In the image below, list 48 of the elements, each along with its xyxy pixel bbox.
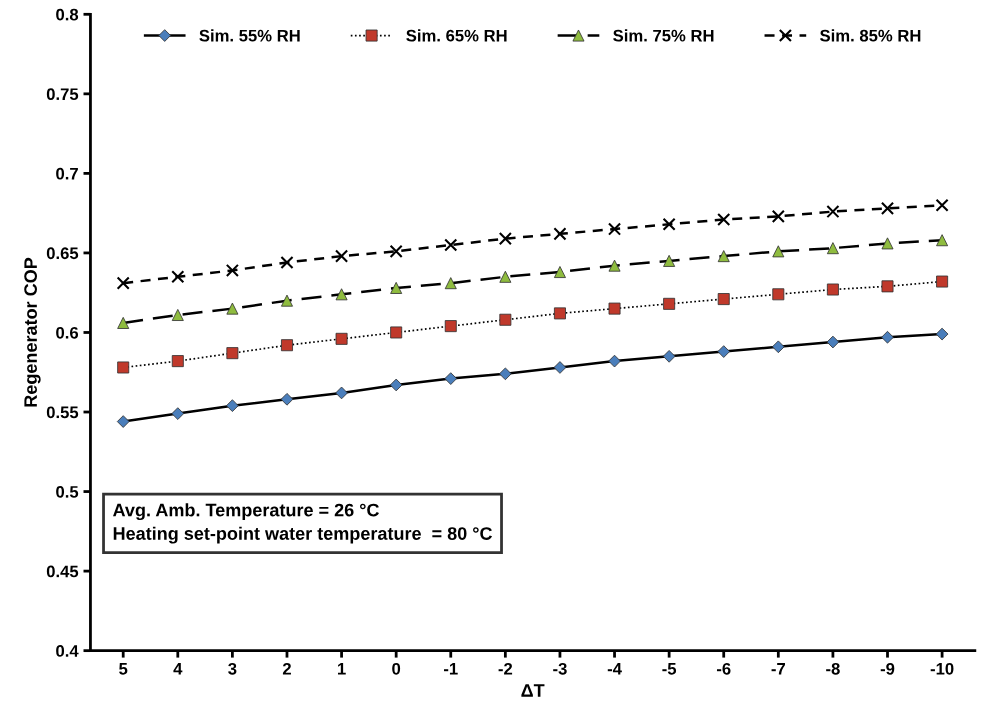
legend-label: Sim. 75% RH [613, 29, 714, 42]
x-tick-label: -7 [771, 663, 785, 675]
point [116, 276, 130, 290]
point [826, 204, 840, 219]
legend-label: Sim. 85% RH [820, 29, 921, 42]
y-tick-label: 0.75 [46, 88, 79, 101]
x-tick-label: 3 [228, 662, 237, 675]
x-tick-label: -6 [716, 662, 731, 675]
x-tick-label: -9 [880, 662, 895, 675]
point [444, 238, 458, 252]
x-tick-label: 4 [173, 663, 183, 675]
point [717, 212, 731, 227]
x-tick-label: -3 [553, 662, 567, 675]
x-tick-label: -4 [607, 663, 622, 675]
annotation: Avg. Amb. Temperature = 26 °C Heating set-point water temperature = 80 °C [113, 503, 493, 544]
x-tick-label: -2 [498, 662, 513, 675]
point [880, 201, 895, 215]
point [607, 222, 622, 236]
x-tick-label: 0 [392, 662, 401, 675]
y-axis-title: Regenerator COP [24, 257, 41, 407]
x-axis-title: ΔT [521, 684, 545, 697]
legend-label: Sim. 65% RH [406, 29, 507, 42]
x-tick-label: 2 [282, 662, 291, 675]
point [771, 209, 785, 223]
x-tick-label: 1 [337, 663, 346, 675]
x-tick-label: -5 [662, 663, 677, 675]
y-tick-label: 0.65 [46, 247, 79, 260]
x-tick-label: -1 [444, 663, 458, 675]
point [553, 227, 567, 241]
y-tick-label: 0.4 [56, 645, 79, 657]
x-tick-label: -10 [930, 662, 954, 675]
point [662, 217, 676, 231]
legend-label: Sim. 55% RH [199, 29, 300, 42]
y-tick-label: 0.55 [46, 406, 79, 419]
point [334, 249, 349, 263]
point [280, 255, 294, 270]
y-tick-label: 0.5 [56, 485, 79, 498]
point [389, 244, 403, 258]
y-tick-label: 0.7 [56, 167, 78, 180]
y-tick-label: 0.45 [46, 565, 79, 578]
point [498, 232, 512, 246]
y-tick-label: 0.8 [56, 8, 79, 21]
point [171, 270, 185, 284]
y-tick-label: 0.6 [56, 326, 79, 339]
x-tick-label: -8 [826, 662, 840, 675]
point [225, 263, 239, 278]
point [935, 198, 949, 212]
x-tick-label: 5 [119, 663, 128, 675]
